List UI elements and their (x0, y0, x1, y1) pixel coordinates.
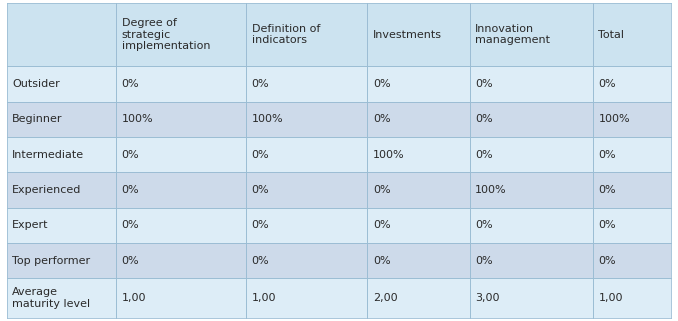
Text: 0%: 0% (121, 256, 139, 266)
Bar (116, 278, 246, 318)
Bar (470, 208, 593, 243)
Bar (246, 66, 367, 101)
Bar (593, 278, 671, 318)
Bar (470, 243, 593, 278)
Bar (7, 172, 116, 208)
Bar (7, 101, 116, 137)
Bar (7, 278, 116, 318)
Bar (593, 3, 671, 66)
Text: 1,00: 1,00 (121, 293, 146, 303)
Bar (7, 3, 116, 66)
Text: 1,00: 1,00 (599, 293, 623, 303)
Bar (246, 208, 367, 243)
Bar (470, 172, 593, 208)
Text: 0%: 0% (121, 150, 139, 160)
Text: 0%: 0% (599, 150, 616, 160)
Text: Degree of
strategic
implementation: Degree of strategic implementation (121, 18, 210, 51)
Bar (367, 208, 470, 243)
Bar (367, 137, 470, 172)
Bar (470, 137, 593, 172)
Bar (7, 137, 116, 172)
Text: 0%: 0% (252, 221, 269, 230)
Bar (593, 243, 671, 278)
Text: 0%: 0% (252, 79, 269, 89)
Text: Beginner: Beginner (12, 114, 62, 124)
Text: Innovation
management: Innovation management (475, 24, 551, 46)
Text: 100%: 100% (599, 114, 630, 124)
Bar (246, 172, 367, 208)
Text: 0%: 0% (599, 79, 616, 89)
Text: 0%: 0% (121, 221, 139, 230)
Bar (116, 3, 246, 66)
Bar (367, 66, 470, 101)
Bar (470, 278, 593, 318)
Bar (116, 172, 246, 208)
Bar (7, 208, 116, 243)
Text: 0%: 0% (475, 79, 493, 89)
Text: Top performer: Top performer (12, 256, 90, 266)
Bar (116, 101, 246, 137)
Text: 100%: 100% (373, 150, 404, 160)
Bar (593, 101, 671, 137)
Bar (367, 278, 470, 318)
Bar (116, 66, 246, 101)
Text: 0%: 0% (252, 185, 269, 195)
Bar (593, 208, 671, 243)
Bar (116, 137, 246, 172)
Text: 0%: 0% (373, 114, 391, 124)
Text: 0%: 0% (475, 221, 493, 230)
Bar (367, 101, 470, 137)
Text: 0%: 0% (121, 185, 139, 195)
Text: Total: Total (599, 30, 624, 40)
Text: 0%: 0% (373, 79, 391, 89)
Bar (367, 172, 470, 208)
Bar (470, 66, 593, 101)
Text: 0%: 0% (373, 256, 391, 266)
Bar (246, 278, 367, 318)
Text: 0%: 0% (599, 185, 616, 195)
Text: 0%: 0% (475, 256, 493, 266)
Text: 2,00: 2,00 (373, 293, 397, 303)
Text: 0%: 0% (599, 221, 616, 230)
Bar (593, 66, 671, 101)
Text: Expert: Expert (12, 221, 49, 230)
Text: 0%: 0% (475, 150, 493, 160)
Text: 100%: 100% (121, 114, 153, 124)
Bar (246, 243, 367, 278)
Bar (246, 3, 367, 66)
Bar (116, 243, 246, 278)
Bar (367, 243, 470, 278)
Text: Average
maturity level: Average maturity level (12, 287, 90, 309)
Text: 100%: 100% (252, 114, 283, 124)
Bar (367, 3, 470, 66)
Text: 0%: 0% (373, 221, 391, 230)
Bar (593, 137, 671, 172)
Text: 0%: 0% (599, 256, 616, 266)
Bar (470, 3, 593, 66)
Text: 0%: 0% (252, 150, 269, 160)
Text: Outsider: Outsider (12, 79, 60, 89)
Text: 0%: 0% (475, 114, 493, 124)
Text: 3,00: 3,00 (475, 293, 500, 303)
Text: Investments: Investments (373, 30, 442, 40)
Text: 0%: 0% (252, 256, 269, 266)
Bar (593, 172, 671, 208)
Bar (470, 101, 593, 137)
Text: Intermediate: Intermediate (12, 150, 84, 160)
Text: 0%: 0% (121, 79, 139, 89)
Text: Experienced: Experienced (12, 185, 81, 195)
Bar (7, 66, 116, 101)
Text: 100%: 100% (475, 185, 507, 195)
Bar (7, 243, 116, 278)
Text: Definition of
indicators: Definition of indicators (252, 24, 320, 46)
Text: 0%: 0% (373, 185, 391, 195)
Text: 1,00: 1,00 (252, 293, 276, 303)
Bar (116, 208, 246, 243)
Bar (246, 101, 367, 137)
Bar (246, 137, 367, 172)
